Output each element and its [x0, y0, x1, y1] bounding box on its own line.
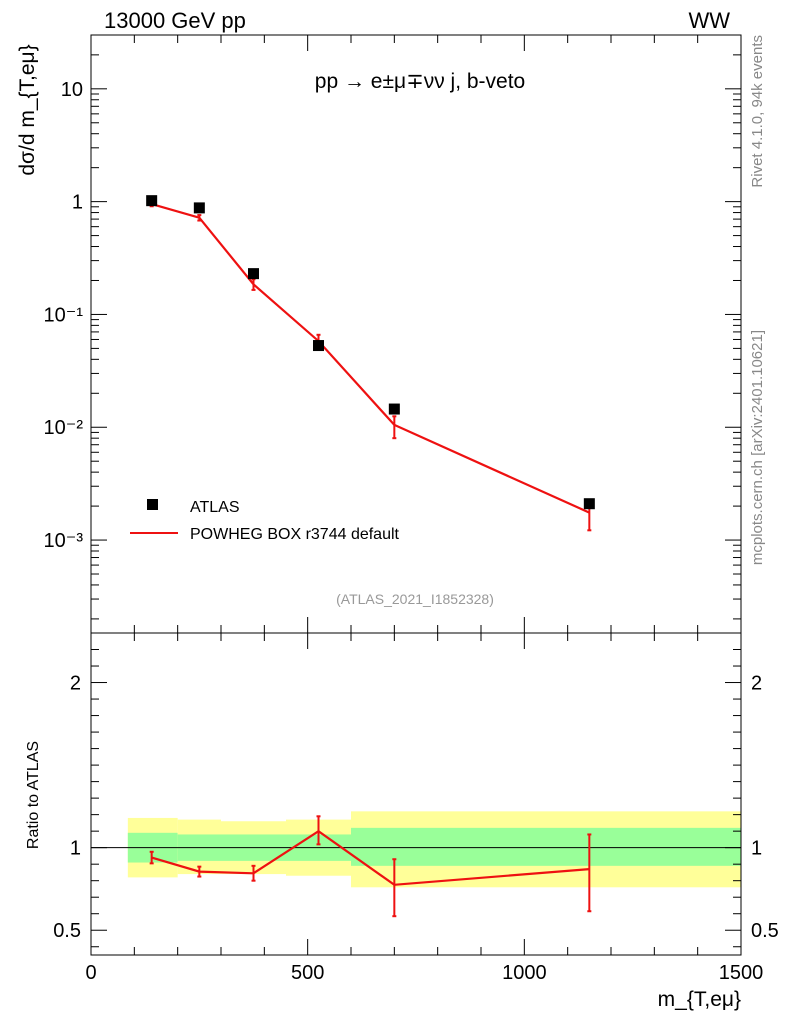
main-frame: [90, 34, 742, 634]
header-left: 13000 GeV pp: [104, 8, 246, 33]
x-axis-label: m_{T,eμ}: [658, 988, 741, 1011]
main-series: [146, 195, 595, 532]
ratio-axes: 0.5 0.5 1 1 2 2 0 500 1000 1500: [53, 633, 779, 984]
ratio-frame: [90, 632, 742, 956]
main-y-tick-label: 10⁻²: [44, 417, 84, 439]
atlas-data-point: [248, 268, 259, 280]
ratio-y-tick-label-right: 0.5: [751, 920, 779, 942]
x-tick-label: 0: [85, 962, 96, 984]
legend: ATLAS POWHEG BOX r3744 default: [130, 499, 400, 543]
rivet-label: Rivet 4.1.0, 94k events: [749, 35, 766, 188]
main-y-tick-label: 10: [61, 79, 83, 101]
main-y-label: dσ/d m_{T,eμ}: [16, 44, 39, 175]
ratio-y-tick-label-left: 2: [70, 673, 81, 695]
mcplots-label: mcplots.cern.ch [arXiv:2401.10621]: [749, 330, 766, 565]
ratio-y-tick-label-left: 1: [70, 838, 81, 860]
legend-atlas-label: ATLAS: [190, 499, 240, 516]
powheg-line: [151, 203, 590, 514]
ratio-powheg-line: [151, 829, 590, 886]
x-tick-label: 500: [291, 962, 324, 984]
analysis-id: (ATLAS_2021_I1852328): [336, 591, 494, 607]
atlas-data-point: [583, 498, 595, 510]
ratio-series: [149, 815, 592, 918]
main-y-tick-label: 10⁻³: [44, 530, 84, 552]
atlas-data-point: [313, 340, 324, 352]
atlas-data-point: [388, 403, 400, 415]
ratio-y-label: Ratio to ATLAS: [25, 741, 42, 849]
atlas-data-point: [146, 195, 158, 207]
main-y-tick-label: 10⁻¹: [44, 304, 84, 326]
x-tick-label: 1500: [719, 962, 764, 984]
ratio-y-tick-label-right: 2: [751, 673, 762, 695]
ratio-inner-band: [351, 827, 741, 866]
ratio-bands: [91, 811, 741, 888]
header-right: WW: [688, 8, 730, 33]
main-y-axis: 10 1 10⁻¹ 10⁻² 10⁻³: [44, 34, 742, 633]
legend-powheg-label: POWHEG BOX r3744 default: [190, 526, 400, 543]
main-y-tick-label: 1: [72, 192, 83, 214]
legend-atlas-marker: [147, 499, 158, 510]
ratio-y-tick-label-left: 0.5: [53, 920, 81, 942]
plot-title: pp → e±μ∓νν j, b-veto: [315, 70, 525, 93]
ratio-y-tick-label-right: 1: [751, 838, 762, 860]
atlas-data-point: [193, 202, 205, 214]
x-tick-label: 1000: [502, 962, 547, 984]
